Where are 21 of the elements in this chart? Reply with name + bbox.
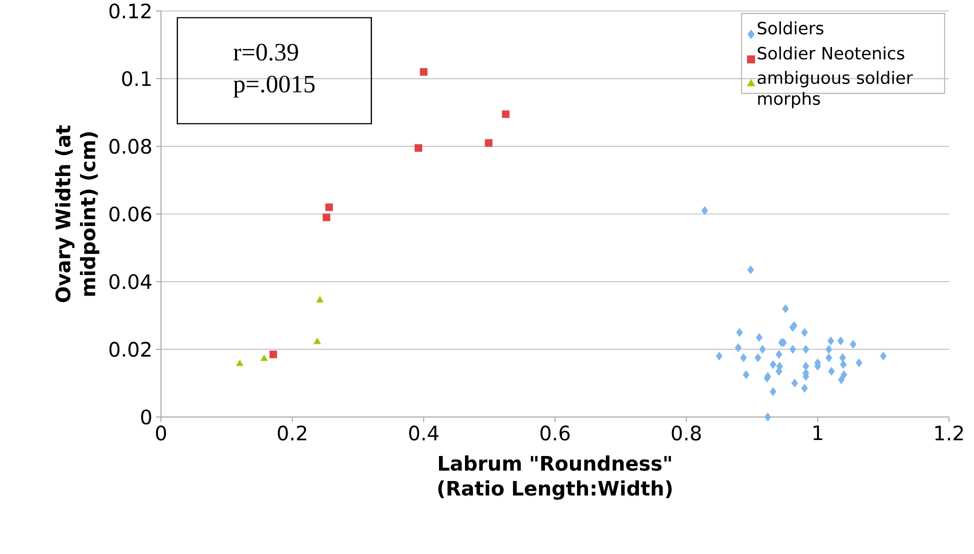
x-tick-label: 0.2 [278,426,306,441]
y-tick-label: 0 [141,409,152,425]
legend-label: Soldier Neotenics [758,46,904,60]
y-tick-label: 0.06 [109,206,152,222]
x-tick-label: 0 [156,426,166,441]
y-axis-title: Ovary Width (at midpoint) (cm) [55,125,100,302]
legend-label: ambiguous soldier morphs [758,70,913,108]
annotation: r=0.39 [234,44,298,61]
y-tick-label: 0.1 [122,71,151,86]
y-tick-label: 0.04 [109,274,152,290]
x-axis-title: Labrum "Roundness" (Ratio Length:Width) [438,455,672,500]
y-tick-label: 0.02 [109,342,150,357]
x-tick-label: 0.4 [409,426,438,441]
annotation: p=.0015 [234,76,315,98]
legend-label: Soldiers [758,21,824,35]
y-tick-label: 0.12 [109,3,150,19]
y-tick-label: 0.08 [109,138,152,154]
x-tick-label: 0.8 [672,426,701,441]
x-tick-label: 0.6 [540,426,570,441]
x-tick-label: 1 [814,426,822,440]
x-tick-label: 1.2 [935,426,963,440]
